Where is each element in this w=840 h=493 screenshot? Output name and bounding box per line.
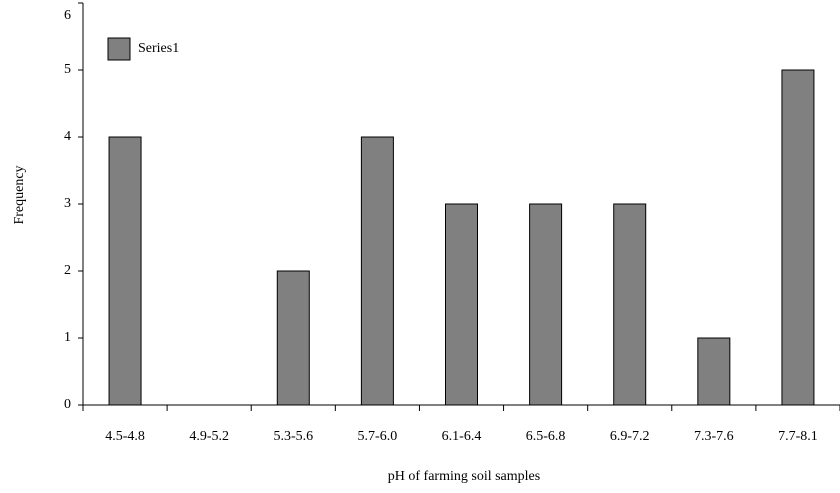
y-axis-label: Frequency — [12, 165, 27, 224]
bar — [697, 337, 731, 406]
y-tick-label: 4 — [64, 129, 71, 144]
x-tick-label: 6.5-6.8 — [526, 429, 566, 444]
y-tick-label: 3 — [64, 196, 71, 211]
bar — [781, 69, 815, 406]
bar — [613, 203, 647, 406]
y-tick-label: 1 — [64, 330, 71, 345]
x-axis-label: pH of farming soil samples — [388, 469, 540, 484]
bar — [108, 136, 142, 406]
bar — [360, 136, 394, 406]
y-tick-label: 2 — [64, 263, 71, 278]
y-tick-label: 0 — [64, 397, 71, 412]
legend-label: Series1 — [138, 41, 179, 56]
x-tick-label: 5.7-6.0 — [358, 429, 398, 444]
y-tick-label: 6 — [64, 8, 71, 23]
bar — [529, 203, 563, 406]
x-tick-label: 6.9-7.2 — [610, 429, 650, 444]
bar — [445, 203, 478, 406]
bar — [276, 270, 310, 406]
x-tick-label: 4.5-4.8 — [105, 429, 145, 444]
x-tick-label: 5.3-5.6 — [273, 429, 313, 444]
x-tick-label: 7.3-7.6 — [694, 429, 734, 444]
x-tick-label: 6.1-6.4 — [442, 429, 482, 444]
x-tick-label: 7.7-8.1 — [778, 429, 818, 444]
y-tick-label: 5 — [64, 62, 71, 77]
x-tick-label: 4.9-5.2 — [189, 429, 229, 444]
legend-swatch — [107, 37, 131, 61]
